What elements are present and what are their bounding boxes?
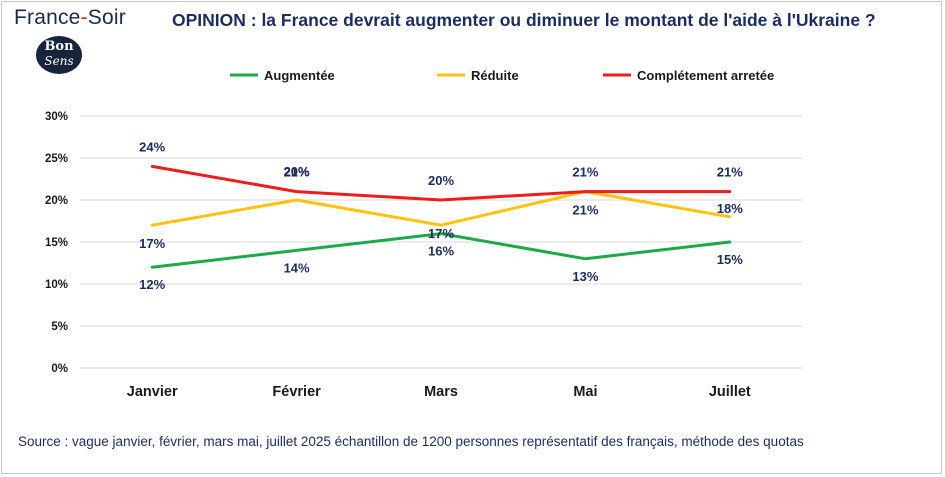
chart-title: OPINION : la France devrait augmenter ou… — [172, 10, 876, 30]
legend-label: Augmentée — [264, 68, 335, 83]
data-label: 17% — [139, 236, 165, 251]
data-label: 18% — [717, 201, 743, 216]
logo-line2: Sens — [44, 54, 74, 68]
source-note: Source : vague janvier, février, mars ma… — [18, 434, 804, 449]
brand-name-left: France — [14, 6, 81, 29]
data-label: 13% — [572, 269, 598, 284]
data-label: 16% — [428, 244, 454, 259]
data-label: 21% — [284, 165, 310, 180]
legend-label: Réduite — [471, 68, 519, 83]
data-label: 21% — [717, 165, 743, 180]
data-label: 21% — [572, 203, 598, 218]
x-tick-label: Mai — [573, 384, 597, 400]
data-label: 12% — [139, 277, 165, 292]
x-tick-label: Juillet — [709, 384, 751, 400]
y-tick-label: 25% — [45, 153, 68, 165]
x-tick-label: Mars — [424, 384, 458, 400]
brand-name-right: Soir — [87, 6, 126, 29]
y-tick-label: 10% — [45, 279, 68, 291]
brand-dash: - — [80, 6, 88, 29]
x-tick-label: Janvier — [127, 384, 178, 400]
series-line — [150, 190, 732, 227]
series-line — [150, 164, 732, 202]
data-label: 17% — [428, 226, 454, 241]
bon-sens-logo: Bon Sens — [36, 36, 82, 74]
data-label: 14% — [284, 260, 310, 275]
x-tick-label: Février — [272, 384, 321, 400]
data-label: 21% — [572, 165, 598, 180]
legend-label: Complétement arretée — [637, 68, 774, 83]
y-tick-label: 0% — [51, 363, 68, 375]
data-label: 15% — [717, 252, 743, 267]
series-line — [150, 232, 732, 269]
data-label: 20% — [428, 173, 454, 188]
y-tick-label: 30% — [45, 111, 68, 123]
logo-line1: Bon — [44, 39, 74, 54]
data-label: 24% — [139, 139, 165, 154]
y-tick-label: 20% — [45, 195, 68, 207]
data-label: 20% — [284, 164, 310, 179]
brand-logo: France-Soir — [14, 6, 126, 30]
y-tick-label: 5% — [51, 321, 68, 333]
y-tick-label: 15% — [45, 237, 68, 249]
